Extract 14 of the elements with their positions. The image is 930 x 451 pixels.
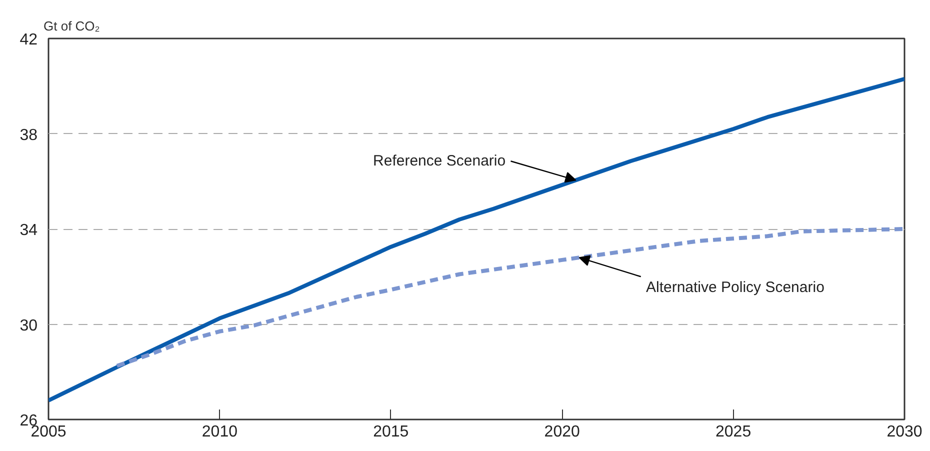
annotation: Alternative Policy Scenario (646, 279, 824, 296)
x-tick-label: 2020 (544, 424, 580, 440)
line-series (114, 227, 904, 368)
y-tick-label: 42 (20, 32, 38, 48)
x-tick-label: 2015 (373, 424, 409, 440)
y-tick-label: 38 (20, 126, 38, 144)
y-tick-label: 34 (20, 222, 38, 239)
annotation: Reference Scenario (373, 152, 506, 170)
x-tick-label: 2010 (202, 424, 238, 440)
x-tick-label: 2030 (886, 424, 922, 440)
y-axis-title: Gt of CO₂ (44, 18, 100, 34)
line-series (48, 76, 904, 402)
y-tick-label: 30 (20, 317, 38, 334)
x-tick-label: 2025 (716, 424, 752, 440)
